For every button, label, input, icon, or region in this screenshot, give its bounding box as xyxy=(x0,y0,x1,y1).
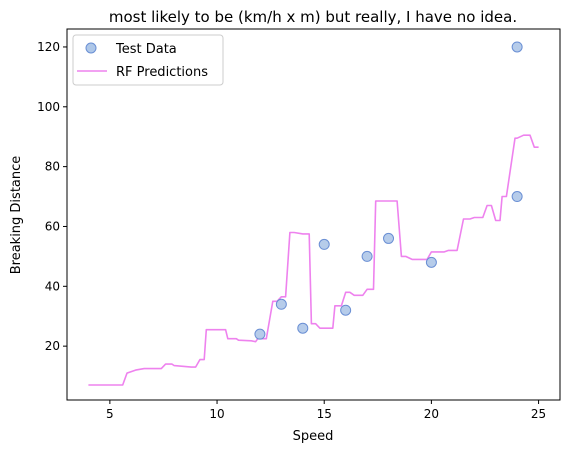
y-tick-label: 80 xyxy=(45,160,60,174)
test-data-point xyxy=(318,238,330,250)
chart-title: most likely to be (km/h x m) but really,… xyxy=(109,8,517,26)
x-tick-label: 25 xyxy=(531,407,546,421)
plot-area xyxy=(88,41,539,386)
legend: Test Data RF Predictions xyxy=(72,34,224,86)
legend-box xyxy=(72,34,224,86)
test-data-point xyxy=(511,41,523,53)
test-data-point xyxy=(511,191,523,203)
legend-marker-test-data xyxy=(85,42,97,54)
test-data-point xyxy=(361,250,373,262)
test-data-point xyxy=(297,322,309,334)
x-tick-label: 20 xyxy=(424,407,439,421)
x-tick-label: 10 xyxy=(209,407,224,421)
rf-predictions-line xyxy=(88,134,539,386)
y-tick-label: 120 xyxy=(37,40,60,54)
y-axis-label: Breaking Distance xyxy=(9,156,24,275)
y-tick-label: 40 xyxy=(45,279,60,293)
x-tick-label: 15 xyxy=(317,407,332,421)
legend-label-rf-predictions: RF Predictions xyxy=(116,65,208,80)
test-data-point xyxy=(425,256,437,268)
test-data-point xyxy=(383,232,395,244)
test-data-point xyxy=(340,304,352,316)
test-data-point xyxy=(254,328,266,340)
y-tick-label: 60 xyxy=(45,219,60,233)
plot-frame xyxy=(66,28,561,401)
legend-label-test-data: Test Data xyxy=(115,42,177,57)
x-axis: 5 10 15 20 25 xyxy=(106,400,546,421)
y-tick-label: 20 xyxy=(45,339,60,353)
y-tick-label: 100 xyxy=(37,100,60,114)
x-axis-label: Speed xyxy=(293,429,334,444)
x-tick-label: 5 xyxy=(106,407,114,421)
test-data-point xyxy=(275,298,287,310)
y-axis: 20 40 60 80 100 120 xyxy=(37,40,67,353)
